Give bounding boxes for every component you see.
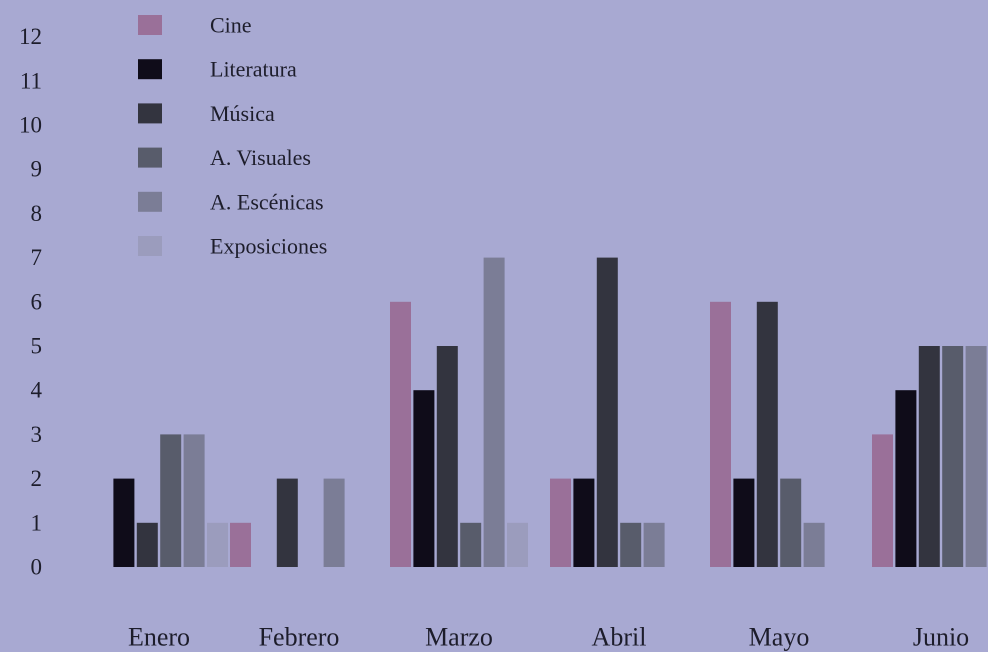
bar-group-junio <box>872 346 987 567</box>
x-category-label: Mayo <box>749 623 810 652</box>
y-tick-label: 12 <box>19 24 42 49</box>
bar <box>573 478 595 567</box>
legend-item: Literatura <box>138 57 297 82</box>
legend-swatch <box>138 103 162 124</box>
legend-swatch <box>138 59 162 80</box>
bar <box>507 522 528 567</box>
bar <box>872 434 893 567</box>
y-tick-label: 2 <box>31 466 43 491</box>
legend: Cine Literatura Música A. Visuales A. Escéni… <box>138 13 327 259</box>
legend-label: Música <box>210 101 275 126</box>
bar <box>918 346 940 567</box>
x-category-label: Marzo <box>425 623 493 652</box>
legend-item: Música <box>138 101 275 126</box>
bar <box>160 434 182 567</box>
bar <box>965 346 987 567</box>
bar <box>390 301 411 567</box>
legend-item: Cine <box>138 13 252 38</box>
x-axis: Enero Febrero Marzo Abril Mayo Junio <box>128 623 969 652</box>
y-tick-label: 1 <box>31 510 43 535</box>
bar <box>643 522 665 567</box>
y-tick-label: 4 <box>31 378 43 403</box>
y-tick-label: 11 <box>20 68 42 93</box>
legend-swatch <box>138 191 162 212</box>
legend-item: A. Escénicas <box>138 189 324 214</box>
bar <box>895 390 917 567</box>
bar <box>803 522 825 567</box>
legend-label: Cine <box>210 13 252 38</box>
y-tick-label: 0 <box>31 555 43 580</box>
bar <box>207 522 228 567</box>
bar <box>460 522 482 567</box>
bar-group-mayo <box>710 301 825 567</box>
bars <box>113 257 987 567</box>
bar <box>596 257 618 567</box>
legend-swatch <box>138 147 162 168</box>
bar <box>710 301 731 567</box>
bar-group-febrero <box>230 478 345 567</box>
y-tick-label: 5 <box>31 334 43 359</box>
bar <box>756 301 778 567</box>
legend-item: A. Visuales <box>138 145 311 170</box>
legend-label: Literatura <box>210 57 297 82</box>
y-tick-label: 9 <box>31 157 43 182</box>
legend-label: A. Visuales <box>210 145 311 170</box>
bar-group-enero <box>113 434 228 567</box>
legend-label: Exposiciones <box>210 234 327 259</box>
y-tick-label: 3 <box>31 422 43 447</box>
bar <box>413 390 435 567</box>
bar <box>230 522 251 567</box>
bar-group-abril <box>550 257 665 567</box>
bar <box>113 478 135 567</box>
y-tick-label: 10 <box>19 113 42 138</box>
bar <box>136 522 158 567</box>
x-category-label: Febrero <box>259 623 340 652</box>
legend-swatch <box>138 15 162 35</box>
bar <box>183 434 205 567</box>
bar <box>323 478 345 567</box>
bar <box>733 478 755 567</box>
y-tick-label: 6 <box>31 289 43 314</box>
bar <box>620 522 642 567</box>
y-tick-label: 7 <box>31 245 43 270</box>
x-category-label: Abril <box>592 623 647 652</box>
y-tick-label: 8 <box>31 201 43 226</box>
legend-label: A. Escénicas <box>210 189 324 214</box>
bar <box>276 478 298 567</box>
x-category-label: Junio <box>913 623 969 652</box>
bar <box>942 346 964 567</box>
legend-swatch <box>138 236 162 256</box>
x-category-label: Enero <box>128 623 190 652</box>
bar <box>550 478 571 567</box>
legend-item: Exposiciones <box>138 234 327 259</box>
bar-group-marzo <box>390 257 528 567</box>
bar <box>436 346 458 567</box>
bar <box>483 257 505 567</box>
bar <box>780 478 802 567</box>
